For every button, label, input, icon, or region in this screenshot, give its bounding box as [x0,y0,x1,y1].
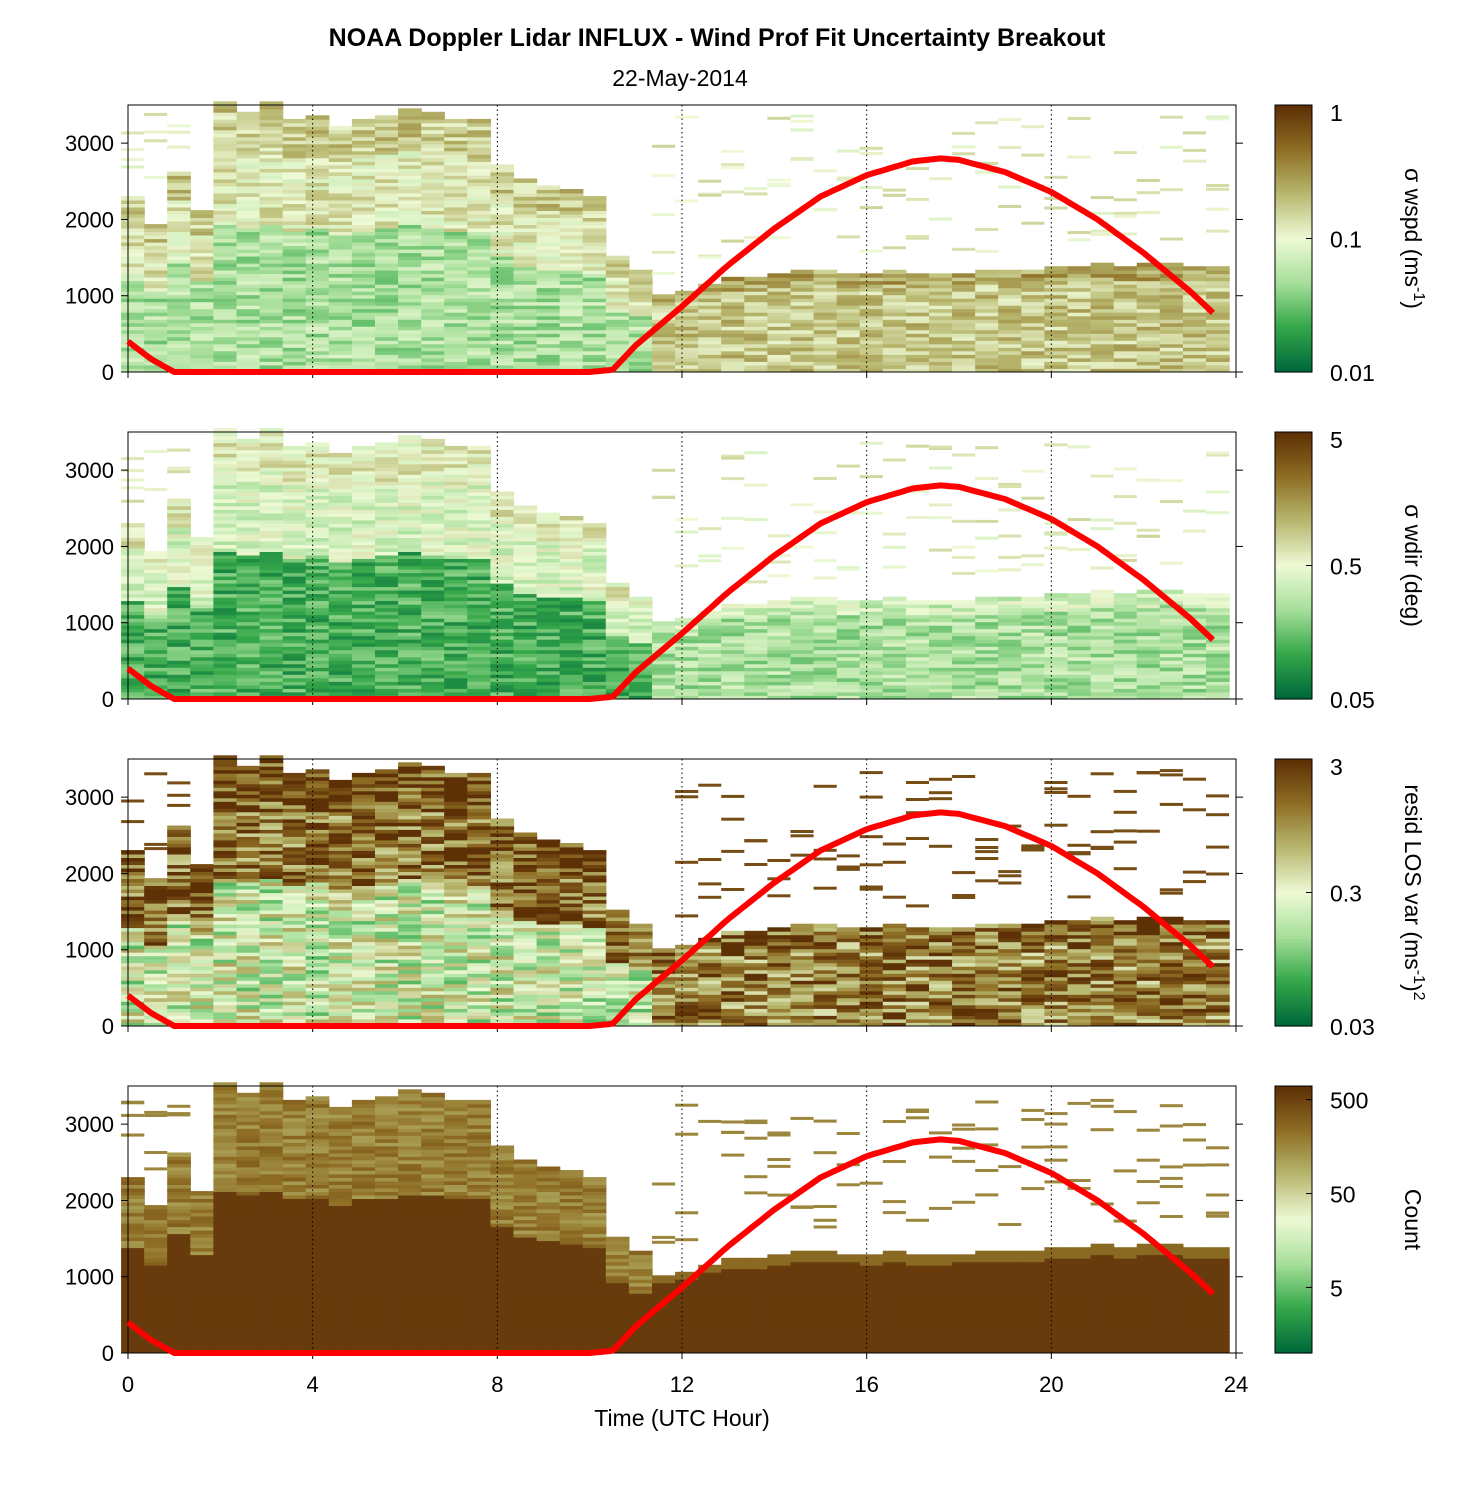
y-tick-label: 1000 [65,938,114,963]
x-tick-label: 16 [854,1372,878,1397]
y-tick-label: 0 [102,687,114,712]
y-tick-label: 3000 [65,131,114,156]
x-tick-label: 8 [491,1372,503,1397]
y-tick-label: 0 [102,1341,114,1366]
figure-title: NOAA Doppler Lidar INFLUX - Wind Prof Fi… [329,24,1106,52]
colorbar: 500 50 5 Count [1274,1085,1426,1354]
colorbar: 1 0.1 0.01 σ wspd (ms-1) [1274,100,1427,386]
sun-curve [126,809,1215,1029]
colorbar: 3 0.3 0.03 resid LOS var (ms-1)2 [1274,754,1427,1040]
x-axis-label: Time (UTC Hour) [594,1405,769,1431]
colorbar-tick-label: 3 [1330,754,1343,780]
colorbar-tick-label: 0.1 [1330,227,1362,253]
colorbar-tick-label: 0.5 [1330,554,1362,580]
y-tick-label: 3000 [65,458,114,483]
x-tick-label: 20 [1039,1372,1063,1397]
colorbar-label: σ wspd (ms-1) [1400,168,1427,309]
colorbar-tick-label: 0.05 [1330,687,1375,713]
y-tick-label: 2000 [65,534,114,559]
heatmap-cells [121,1082,1230,1354]
colorbar-tick-label: 0.01 [1330,360,1375,386]
colorbar-label: σ wdir (deg) [1400,504,1426,627]
y-tick-label: 2000 [65,861,114,886]
y-tick-label: 3000 [65,785,114,810]
figure-subtitle: 22-May-2014 [612,65,748,91]
y-tick-label: 3000 [65,1112,114,1137]
x-tick-label: 4 [307,1372,319,1397]
panel-count: 0 1000 2000 3000 0 4 8 12 16 20 24 500 50 5 Count [65,1082,1426,1397]
colorbar-label: resid LOS var (ms-1)2 [1400,784,1427,1000]
y-tick-label: 2000 [65,1188,114,1213]
x-tick-label: 24 [1224,1372,1248,1397]
colorbar-tick-label: 0.03 [1330,1014,1375,1040]
panel-resid: 0 1000 2000 3000 3 0.3 0.03 resid LOS var (ms-1… [65,754,1427,1040]
y-tick-label: 0 [102,360,114,385]
sun-curve [126,482,1215,702]
colorbar: 5 0.5 0.05 σ wdir (deg) [1274,427,1426,713]
y-tick-label: 1000 [65,611,114,636]
y-tick-label: 2000 [65,207,114,232]
heatmap-cells [121,755,1230,1027]
colorbar-tick-label: 500 [1330,1088,1368,1114]
colorbar-tick-label: 5 [1330,1275,1343,1301]
y-tick-label: 1000 [65,284,114,309]
colorbar-tick-label: 5 [1330,427,1343,453]
panel-wdir: 0 1000 2000 3000 5 0.5 0.05 σ wdir (deg) [65,427,1426,713]
x-tick-label: 0 [122,1372,134,1397]
panel-wspd: 0 1000 2000 3000 1 0.1 0.01 σ wspd (ms-1) [65,100,1427,386]
heatmap-cells [121,428,1230,700]
sun-curve [126,1136,1215,1356]
y-tick-label: 1000 [65,1265,114,1290]
y-tick-label: 0 [102,1014,114,1039]
sun-curve [126,155,1215,375]
colorbar-tick-label: 1 [1330,100,1343,126]
x-tick-label: 12 [670,1372,694,1397]
colorbar-label: Count [1400,1189,1426,1251]
colorbar-tick-label: 50 [1330,1182,1356,1208]
heatmap-cells [121,101,1230,373]
colorbar-tick-label: 0.3 [1330,881,1362,907]
